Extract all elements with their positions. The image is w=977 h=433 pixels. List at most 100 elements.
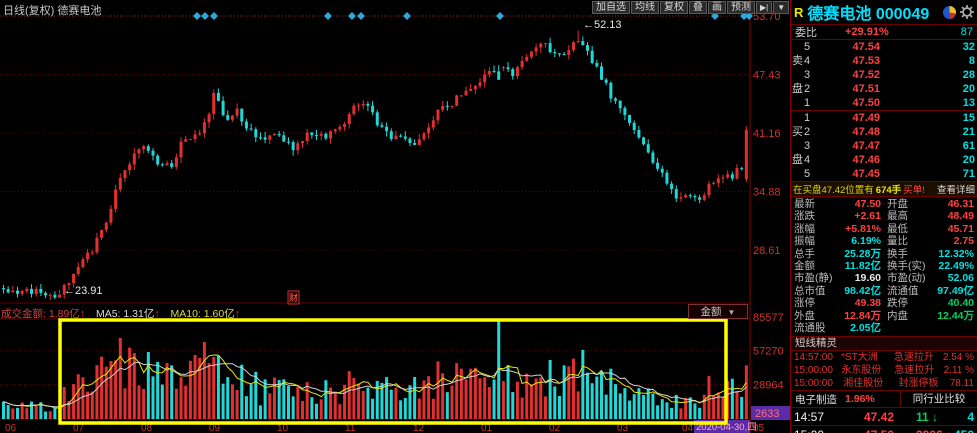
event-diamond-icon: [403, 12, 411, 20]
volume-bars-group: [2, 318, 748, 419]
chart-toolbar: 加自选 均线 复权叠画预测 ▶| ▼: [592, 1, 790, 14]
margin-marker: R: [794, 4, 804, 20]
detail-row: 涨停 49.38 跌停 40.40: [794, 297, 974, 310]
detail-row: 金额 11.82亿 换手(实) 22.49%: [794, 259, 974, 272]
sector-name: 电子制造: [795, 393, 837, 406]
view-details-link[interactable]: 查看详细: [936, 185, 975, 196]
sector-change: 1.96%: [845, 393, 875, 405]
dropdown-icon[interactable]: ▼: [773, 1, 790, 14]
up-arrow-icon: ↑: [234, 308, 240, 320]
next-chart-icon[interactable]: ▶|: [756, 1, 773, 14]
toolbar-button-5[interactable]: 预测: [727, 1, 755, 14]
buy-side-label: 买盘: [792, 126, 803, 166]
gear-icon[interactable]: [960, 5, 974, 19]
sell-level-5[interactable]: 5 47.54 32: [804, 41, 975, 53]
gridlines: [0, 0, 751, 433]
detail-row: 市盈(静) 19.60 市盈(动) 52.06: [794, 272, 974, 285]
svg-text:08: 08: [141, 423, 153, 433]
svg-text:41.16: 41.16: [753, 128, 781, 140]
chart-title: 日线(复权) 德赛电池: [3, 5, 102, 17]
finance-report-marker[interactable]: [287, 290, 300, 305]
pie-chart-icon[interactable]: [942, 5, 957, 20]
toolbar-button-3[interactable]: 叠: [689, 1, 707, 14]
amount-label: 成交金额: 1.89亿: [1, 308, 80, 320]
buy-level-2[interactable]: 2 47.48 21: [804, 126, 975, 138]
notice-text: 在买盘47.42位置有: [793, 185, 874, 196]
sell-levels: 卖盘 5 47.54 32 4 47.53 8 3 47.52 28 2 47.51 20 1 47.50 1…: [791, 40, 977, 110]
sell-side-label: 卖盘: [792, 55, 803, 95]
tick-row: 14:57 47.42 11 ↓ 4: [791, 407, 977, 425]
sprite-alert-row[interactable]: 15:00:00 永东股份 急速拉升 2.11 %: [794, 365, 974, 376]
event-diamond-icon: [348, 12, 356, 20]
svg-text:2020-04-30,四: 2020-04-30,四: [696, 422, 757, 433]
weibi-value: +29.91%: [845, 26, 889, 38]
event-diamond-icon: [201, 12, 209, 20]
sell-level-2[interactable]: 2 47.51 20: [804, 83, 975, 95]
toolbar-button-4[interactable]: 画: [708, 1, 726, 14]
ma5-label: MA5: 1.31亿: [95, 308, 155, 320]
buy-levels: 买盘 1 47.49 15 2 47.48 21 3 47.47 61 4 47.46 20 5 47.45…: [791, 111, 977, 181]
event-diamond-icon: [324, 12, 332, 20]
buy-level-5[interactable]: 5 47.45 71: [804, 168, 975, 180]
event-diamond-icon: [210, 12, 218, 20]
svg-text:04: 04: [682, 423, 694, 433]
svg-text:02: 02: [549, 423, 561, 433]
highlight-annotation-box[interactable]: [58, 318, 728, 425]
quote-details: 最新 47.50 开盘 46.31 涨跌 +2.61 最高 48.49 涨幅 +5.81% 最低 45…: [791, 197, 977, 336]
detail-row: 最新 47.50 开盘 46.31: [794, 198, 974, 210]
industry-compare-button[interactable]: 同行业比较: [900, 391, 977, 407]
buy-level-1[interactable]: 1 47.49 15: [804, 112, 975, 124]
sell-level-1[interactable]: 1 47.50 13: [804, 97, 975, 109]
event-diamond-icon: [193, 12, 201, 20]
sell-level-3[interactable]: 3 47.52 28: [804, 69, 975, 81]
amount-dropdown[interactable]: 金额 ▼: [688, 304, 748, 319]
detail-row: 涨幅 +5.81% 最低 45.71: [794, 222, 974, 235]
sprite-alert-row[interactable]: 14:57:00 *ST大洲 急速拉升 2.54 %: [794, 352, 974, 363]
svg-text:34.88: 34.88: [753, 187, 781, 199]
chevron-down-icon: ▼: [727, 308, 736, 317]
svg-text:01: 01: [481, 423, 493, 433]
amount-dropdown-label: 金额: [700, 306, 722, 318]
quote-header: R 德赛电池 000049: [791, 0, 977, 24]
sprite-section-title: 短线精灵: [791, 336, 977, 351]
notice-lots: 674手: [875, 185, 902, 196]
candlestick-chart[interactable]: 53.70 47.43 41.16 34.88 28.61 85577 57270 28964…: [0, 0, 790, 433]
svg-text:09: 09: [209, 423, 221, 433]
ma10-label: MA10: 1.60亿: [170, 308, 235, 320]
up-arrow-icon: ↑: [154, 308, 160, 320]
svg-text:05: 05: [753, 423, 765, 433]
sprite-alert-row[interactable]: 15:00:00 湘佳股份 封涨停板 78.11: [794, 378, 974, 389]
detail-row: 外盘 12.84万 内盘 12.44万: [794, 309, 974, 322]
svg-text:53.70: 53.70: [753, 11, 781, 23]
tick-row: 15:0047.503906 ↑450: [791, 425, 977, 433]
stock-name-code: 德赛电池 000049: [807, 6, 930, 23]
svg-text:←23.91: ←23.91: [64, 285, 103, 297]
event-diamond-icon: [745, 12, 753, 20]
sell-level-4[interactable]: 4 47.53 8: [804, 55, 975, 67]
weibi-extra: 87: [960, 26, 973, 38]
svg-text:12: 12: [413, 423, 425, 433]
svg-text:2633: 2633: [755, 408, 779, 420]
buy-level-3[interactable]: 3 47.47 61: [804, 140, 975, 152]
svg-text:←52.13: ←52.13: [583, 19, 622, 31]
toolbar-button-2[interactable]: 复权: [660, 1, 688, 14]
svg-text:财: 财: [289, 292, 298, 303]
svg-text:10: 10: [277, 423, 289, 433]
svg-text:28.61: 28.61: [753, 245, 781, 257]
sector-row: 电子制造 1.96% 同行业比较: [791, 390, 977, 407]
candles-group: [2, 30, 748, 301]
toolbar-button-1[interactable]: 均线: [631, 1, 659, 14]
svg-text:85577: 85577: [753, 312, 784, 324]
buy-level-4[interactable]: 4 47.46 20: [804, 154, 975, 166]
detail-row: 总市值 98.42亿 流通值 97.49亿: [794, 284, 974, 297]
event-diamond-icon: [357, 12, 365, 20]
volume-pane-header: 成交金额: 1.89亿↑ MA5: 1.31亿↑ MA10: 1.60亿↑: [1, 306, 240, 321]
quote-panel: R 德赛电池 000049: [790, 0, 977, 433]
svg-text:47.43: 47.43: [753, 69, 781, 81]
detail-row: 涨跌 +2.61 最高 48.49: [794, 210, 974, 223]
toolbar-button-0[interactable]: 加自选: [592, 1, 630, 14]
event-diamond-icon: [740, 12, 748, 20]
volume-ma-lines: [3, 354, 747, 409]
